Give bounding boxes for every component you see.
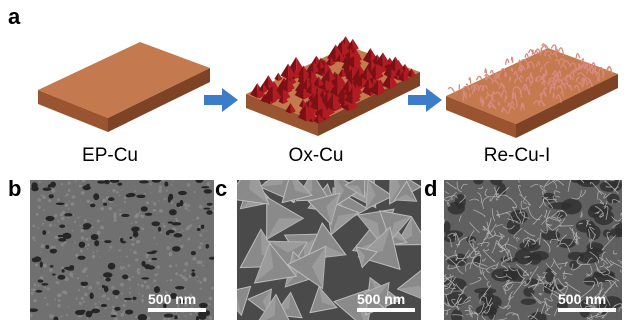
panel-letter-c: c (215, 176, 228, 201)
oxidized-copper-slab-icon (246, 36, 420, 136)
sem-image-nanowires: 500 nm (444, 180, 622, 320)
scale-label: 500 nm (357, 291, 406, 307)
sem-image-porous: 500 nm (30, 180, 214, 320)
scale-label: 500 nm (148, 291, 197, 307)
scale-bar (357, 308, 415, 312)
copper-slab-icon (38, 42, 210, 132)
scale-bar (558, 308, 616, 312)
panel-letter-b: b (8, 176, 22, 201)
step-label-re-cu-i: Re-Cu-I (483, 145, 551, 166)
panel-letter-a: a (8, 4, 21, 29)
scale-label: 500 nm (558, 291, 607, 307)
reduced-copper-slab-icon (446, 43, 618, 138)
sem-image-crystals: 500 nm (237, 180, 421, 320)
step-label-ox-cu: Ox-Cu (288, 145, 344, 166)
panel-letter-d: d (424, 176, 438, 201)
blue-arrow-icon (408, 88, 442, 112)
step-label-ep-cu: EP-Cu (82, 145, 138, 166)
blue-arrow-icon (204, 88, 238, 112)
scale-bar (148, 308, 206, 312)
